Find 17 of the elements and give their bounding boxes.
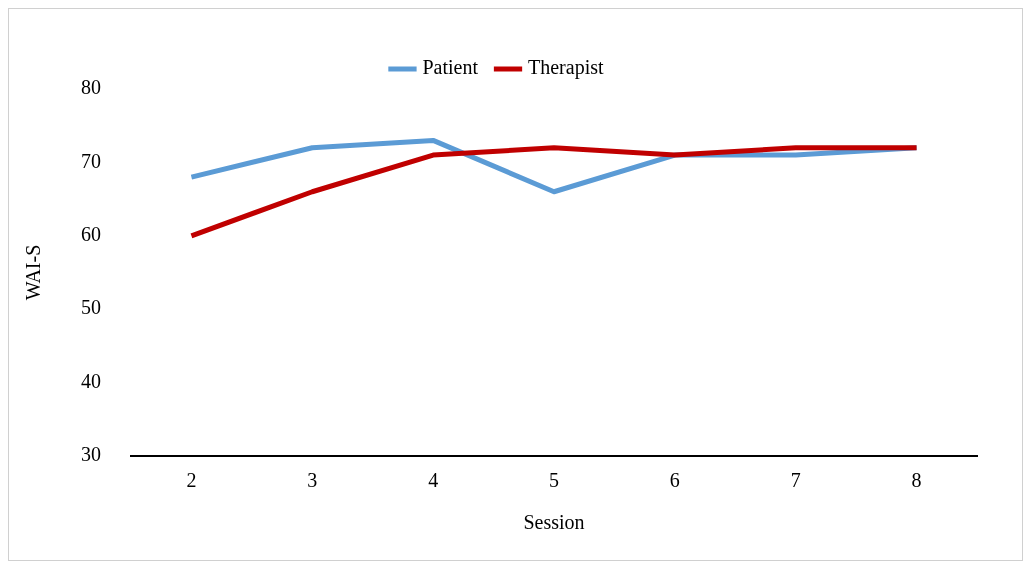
- legend-label: Therapist: [528, 56, 604, 80]
- x-axis-title: Session: [523, 511, 585, 534]
- y-tick-label: 40: [81, 369, 101, 392]
- y-tick-label: 80: [81, 76, 101, 99]
- x-tick-label: 2: [186, 469, 197, 492]
- y-tick-label: 50: [81, 296, 101, 319]
- y-tick-label: 60: [81, 223, 101, 246]
- y-tick-label: 30: [81, 443, 101, 466]
- y-axis-title: WAI-S: [22, 244, 45, 301]
- x-tick-label: 4: [428, 469, 439, 492]
- x-tick-label: 8: [911, 469, 922, 492]
- x-tick-label: 7: [790, 469, 801, 492]
- x-tick-label: 3: [307, 469, 318, 492]
- x-tick-label: 6: [669, 469, 680, 492]
- x-tick-label: 5: [549, 469, 559, 492]
- legend-label: Patient: [422, 56, 479, 79]
- y-tick-label: 70: [81, 149, 101, 172]
